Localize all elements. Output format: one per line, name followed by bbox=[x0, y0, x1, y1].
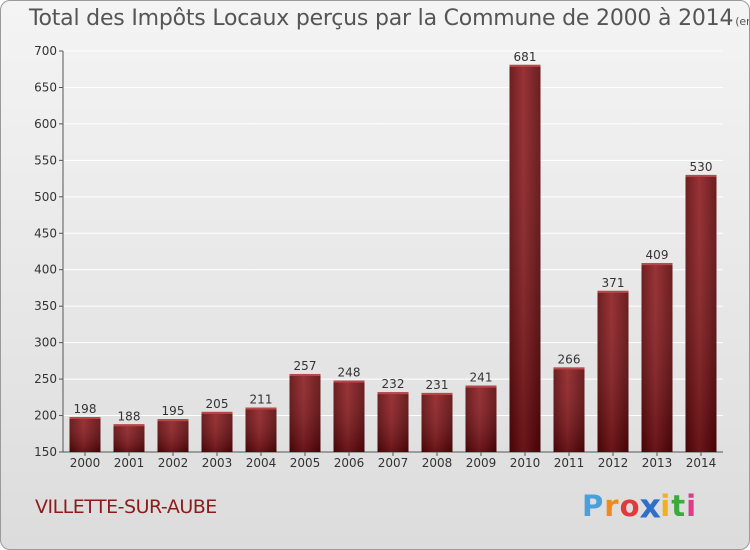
bar-cap bbox=[245, 407, 277, 410]
y-tick-label: 650 bbox=[34, 80, 57, 94]
x-tick-label: 2008 bbox=[422, 456, 453, 470]
data-label: 211 bbox=[250, 393, 273, 407]
bar-cap bbox=[113, 424, 145, 427]
bar-shade bbox=[553, 367, 585, 452]
data-label: 188 bbox=[118, 409, 141, 423]
data-label: 371 bbox=[602, 276, 625, 290]
bar-shade bbox=[421, 392, 453, 452]
bar-shade bbox=[201, 411, 233, 452]
y-tick-label: 700 bbox=[34, 44, 57, 58]
x-tick-label: 2003 bbox=[202, 456, 233, 470]
x-tick-label: 2006 bbox=[334, 456, 365, 470]
y-tick-label: 200 bbox=[34, 409, 57, 423]
bar-shade bbox=[69, 417, 101, 452]
bar-cap bbox=[201, 411, 233, 414]
data-label: 231 bbox=[426, 378, 449, 392]
data-label: 257 bbox=[294, 359, 317, 373]
bar-cap bbox=[685, 174, 717, 177]
proxiti-logo[interactable]: Proxiti bbox=[582, 486, 698, 526]
x-tick-label: 2001 bbox=[114, 456, 145, 470]
data-label: 248 bbox=[338, 366, 361, 380]
logo-letter: r bbox=[604, 489, 620, 523]
logo-letter: t bbox=[671, 489, 687, 523]
logo-letter: x bbox=[639, 486, 662, 526]
bar-shade bbox=[289, 373, 321, 452]
bar-shade bbox=[641, 263, 673, 452]
bar-cap bbox=[641, 263, 673, 266]
x-tick-label: 2010 bbox=[510, 456, 541, 470]
data-label: 409 bbox=[646, 248, 669, 262]
chart-title-text: Total des Impôts Locaux perçus par la Co… bbox=[29, 6, 734, 31]
bar-shade bbox=[685, 174, 717, 453]
bar-cap bbox=[553, 367, 585, 370]
bar-cap bbox=[333, 380, 365, 383]
data-label: 195 bbox=[162, 404, 185, 418]
bar-shade bbox=[377, 392, 409, 452]
chart-title: Total des Impôts Locaux perçus par la Co… bbox=[29, 6, 749, 31]
bar-shade bbox=[113, 424, 145, 452]
bar-cap bbox=[289, 373, 321, 376]
bar-shade bbox=[245, 407, 277, 452]
bar-shade bbox=[333, 380, 365, 452]
bars bbox=[69, 64, 717, 453]
x-tick-label: 2012 bbox=[598, 456, 629, 470]
x-tick-label: 2007 bbox=[378, 456, 409, 470]
y-tick-label: 250 bbox=[34, 372, 57, 386]
bar-shade bbox=[509, 64, 541, 452]
x-tick-label: 2009 bbox=[466, 456, 497, 470]
bar-shade bbox=[465, 385, 497, 452]
x-tick-label: 2002 bbox=[158, 456, 189, 470]
chart-unit: (en milliers d'€) bbox=[735, 15, 749, 28]
bar-cap bbox=[157, 419, 189, 422]
y-tick-label: 150 bbox=[34, 445, 57, 459]
data-label: 530 bbox=[690, 160, 713, 174]
y-tick-label: 350 bbox=[34, 299, 57, 313]
logo-letter: i bbox=[660, 489, 672, 523]
data-label: 205 bbox=[206, 397, 229, 411]
x-tick-label: 2000 bbox=[70, 456, 101, 470]
bar-cap bbox=[509, 64, 541, 67]
x-tick-label: 2005 bbox=[290, 456, 321, 470]
x-tick-label: 2014 bbox=[686, 456, 717, 470]
data-label: 266 bbox=[558, 352, 581, 366]
labels: 198 188 195 205 211 257 248 232 231 241 681 266 371 4… bbox=[74, 50, 713, 423]
bar-cap bbox=[377, 392, 409, 395]
data-label: 198 bbox=[74, 402, 97, 416]
data-label: 232 bbox=[382, 377, 405, 391]
data-label: 241 bbox=[470, 371, 493, 385]
x-tick-label: 2013 bbox=[642, 456, 673, 470]
y-tick-label: 400 bbox=[34, 263, 57, 277]
y-tick-label: 550 bbox=[34, 153, 57, 167]
y-tick-label: 450 bbox=[34, 226, 57, 240]
data-label: 681 bbox=[514, 50, 537, 64]
bar-cap bbox=[421, 392, 453, 395]
logo-letter: P bbox=[582, 489, 605, 523]
bar-cap bbox=[69, 417, 101, 420]
bar-cap bbox=[465, 385, 497, 388]
y-tick-label: 300 bbox=[34, 336, 57, 350]
bar-shade bbox=[597, 290, 629, 452]
bar-shade bbox=[157, 419, 189, 452]
commune-name: VILLETTE-SUR-AUBE bbox=[35, 496, 217, 518]
logo-letter: o bbox=[619, 489, 641, 523]
bar-cap bbox=[597, 290, 629, 293]
y-tick-label: 500 bbox=[34, 190, 57, 204]
logo-letter: i bbox=[686, 489, 698, 523]
x-tick-label: 2011 bbox=[554, 456, 585, 470]
x-tick-label: 2004 bbox=[246, 456, 277, 470]
y-tick-label: 600 bbox=[34, 117, 57, 131]
